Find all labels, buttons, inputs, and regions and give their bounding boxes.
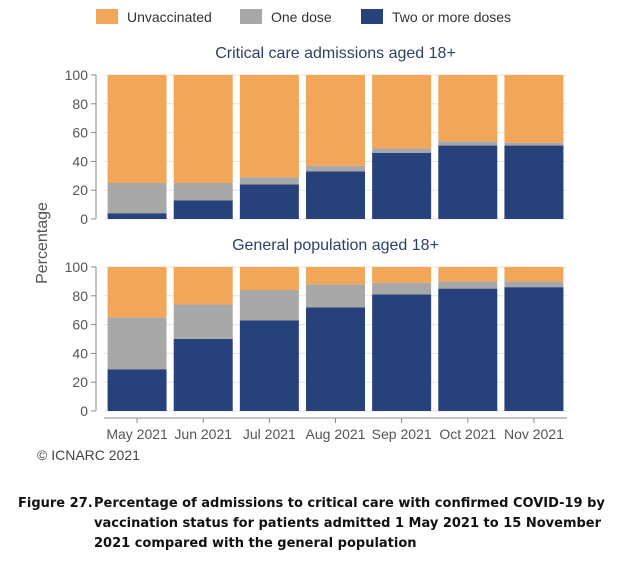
bar-segment-two-or-more-doses xyxy=(107,369,167,411)
bar-segment-unvaccinated xyxy=(107,267,167,318)
y-tick-label: 100 xyxy=(65,67,89,83)
bar-segment-two-or-more-doses xyxy=(239,320,299,411)
bar-segment-two-or-more-doses xyxy=(173,339,233,411)
copyright-text: © ICNARC 2021 xyxy=(37,447,140,463)
x-tick-label: Aug 2021 xyxy=(306,426,366,442)
x-axis: May 2021 Jun 2021 Jul 2021 Aug 2021 Sep 2021… xyxy=(104,417,567,442)
bar-segment-two-or-more-doses xyxy=(438,288,498,411)
bar-segment-unvaccinated xyxy=(438,267,498,282)
y-tick-label: 20 xyxy=(72,374,88,390)
x-tick-label: Sep 2021 xyxy=(372,426,432,442)
bar-segment-one-dose xyxy=(372,282,432,295)
bar-segment-two-or-more-doses xyxy=(372,152,432,219)
bar-segment-one-dose xyxy=(306,284,365,308)
y-tick-label: 20 xyxy=(72,182,88,198)
bar-segment-unvaccinated xyxy=(306,267,365,285)
y-axis-label: Percentage xyxy=(34,202,51,284)
panel-general-population: General population aged 18+ 0 20 40 60 80 100 xyxy=(65,237,567,419)
bar-segment-one-dose xyxy=(438,141,498,146)
bar-segment-one-dose xyxy=(504,281,564,288)
bar-segment-unvaccinated xyxy=(504,75,564,143)
y-tick-label: 40 xyxy=(72,345,88,361)
figure-caption-text: Percentage of admissions to critical car… xyxy=(94,496,605,551)
bar-segment-one-dose xyxy=(173,183,233,201)
bar-segment-one-dose xyxy=(438,281,498,289)
bar-segment-two-or-more-doses xyxy=(239,184,299,219)
legend-label-two-or-more-doses: Two or more doses xyxy=(392,9,511,25)
legend-swatch-one-dose xyxy=(240,9,262,24)
panel-title: Critical care admissions aged 18+ xyxy=(215,45,456,62)
bar-segment-two-or-more-doses xyxy=(504,145,564,219)
bar-segment-unvaccinated xyxy=(239,75,299,178)
y-tick-label: 60 xyxy=(72,125,88,141)
legend: Unvaccinated One dose Two or more doses xyxy=(96,9,511,25)
bar-segment-unvaccinated xyxy=(306,75,365,166)
bar-segment-unvaccinated xyxy=(239,267,299,291)
bar-segment-two-or-more-doses xyxy=(504,287,564,411)
x-tick-label: May 2021 xyxy=(106,426,168,442)
bar-segment-unvaccinated xyxy=(504,267,564,282)
bar-segment-two-or-more-doses xyxy=(372,294,432,411)
legend-label-one-dose: One dose xyxy=(271,9,332,25)
y-tick-label: 80 xyxy=(72,288,88,304)
bar-segment-unvaccinated xyxy=(372,75,432,149)
bar-segment-unvaccinated xyxy=(438,75,498,142)
x-tick-label: Jul 2021 xyxy=(243,426,296,442)
bar-segment-one-dose xyxy=(504,142,564,146)
bar-segment-one-dose xyxy=(239,177,299,185)
legend-swatch-two-or-more-doses xyxy=(361,9,383,24)
figure-caption-label: Figure 27. xyxy=(18,496,93,511)
x-tick-label: Oct 2021 xyxy=(439,426,496,442)
bar-segment-one-dose xyxy=(173,304,233,339)
y-tick-label: 80 xyxy=(72,96,88,112)
bar-segment-unvaccinated xyxy=(173,267,233,305)
figure-caption: Figure 27. Percentage of admissions to c… xyxy=(18,494,618,554)
bar-segment-unvaccinated xyxy=(372,267,432,283)
legend-label-unvaccinated: Unvaccinated xyxy=(127,9,212,25)
bar-segment-two-or-more-doses xyxy=(438,145,498,219)
bar-segment-one-dose xyxy=(107,183,167,214)
x-tick-label: Nov 2021 xyxy=(504,426,564,442)
panel-title: General population aged 18+ xyxy=(232,237,439,254)
bar-segment-two-or-more-doses xyxy=(107,213,167,219)
y-tick-label: 0 xyxy=(80,403,88,419)
bar-segment-two-or-more-doses xyxy=(173,200,233,219)
bar-segment-unvaccinated xyxy=(173,75,233,183)
bar-segment-unvaccinated xyxy=(107,75,167,183)
y-tick-label: 0 xyxy=(80,211,88,227)
bar-segment-one-dose xyxy=(239,290,299,321)
stacked-bar-chart: Unvaccinated One dose Two or more doses … xyxy=(34,9,567,442)
panel-critical-care: Critical care admissions aged 18+ 0 20 40 60… xyxy=(65,45,567,227)
bar-segment-two-or-more-doses xyxy=(306,307,365,411)
bar-segment-one-dose xyxy=(306,165,365,172)
x-tick-label: Jun 2021 xyxy=(174,426,232,442)
legend-swatch-unvaccinated xyxy=(96,9,118,24)
bar-segment-one-dose xyxy=(107,317,167,370)
bar-segment-two-or-more-doses xyxy=(306,171,365,219)
y-tick-label: 60 xyxy=(72,317,88,333)
y-tick-label: 100 xyxy=(65,259,89,275)
bar-segment-one-dose xyxy=(372,148,432,153)
y-tick-label: 40 xyxy=(72,153,88,169)
